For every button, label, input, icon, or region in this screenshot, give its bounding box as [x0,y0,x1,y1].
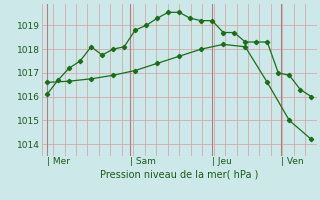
X-axis label: Pression niveau de la mer( hPa ): Pression niveau de la mer( hPa ) [100,169,258,179]
